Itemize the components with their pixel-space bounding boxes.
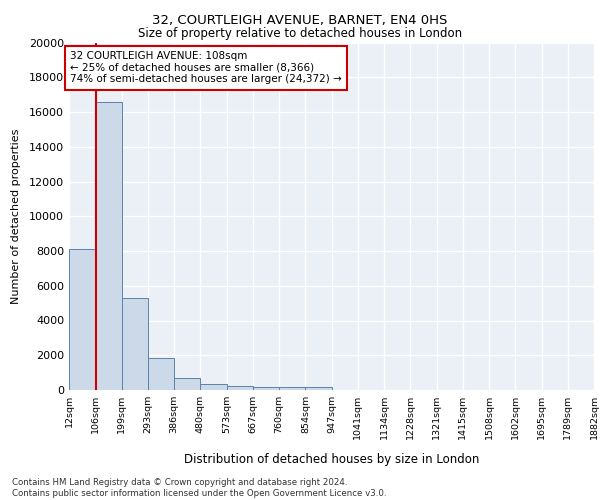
Text: Contains HM Land Registry data © Crown copyright and database right 2024.
Contai: Contains HM Land Registry data © Crown c… xyxy=(12,478,386,498)
Text: Size of property relative to detached houses in London: Size of property relative to detached ho… xyxy=(138,28,462,40)
Bar xyxy=(200,384,227,390)
Y-axis label: Number of detached properties: Number of detached properties xyxy=(11,128,20,304)
Bar xyxy=(69,250,95,390)
X-axis label: Distribution of detached houses by size in London: Distribution of detached houses by size … xyxy=(184,453,479,466)
Bar xyxy=(95,102,121,390)
Bar xyxy=(279,387,305,390)
Bar xyxy=(305,388,331,390)
Text: 32 COURTLEIGH AVENUE: 108sqm
← 25% of detached houses are smaller (8,366)
74% of: 32 COURTLEIGH AVENUE: 108sqm ← 25% of de… xyxy=(70,51,342,84)
Text: 32, COURTLEIGH AVENUE, BARNET, EN4 0HS: 32, COURTLEIGH AVENUE, BARNET, EN4 0HS xyxy=(152,14,448,27)
Bar xyxy=(121,298,148,390)
Bar xyxy=(174,378,200,390)
Bar xyxy=(148,358,174,390)
Bar xyxy=(253,386,279,390)
Bar xyxy=(227,386,253,390)
